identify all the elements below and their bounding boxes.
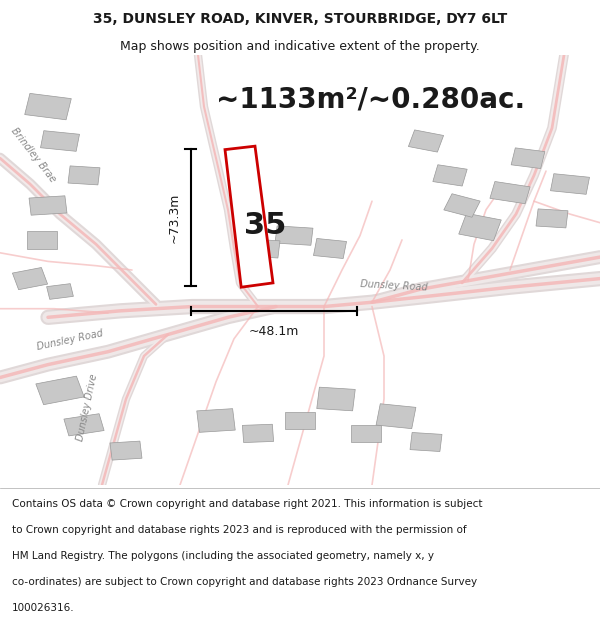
Text: HM Land Registry. The polygons (including the associated geometry, namely x, y: HM Land Registry. The polygons (includin… bbox=[12, 551, 434, 561]
Bar bbox=[25, 93, 71, 120]
Bar bbox=[47, 284, 73, 299]
Text: ~73.3m: ~73.3m bbox=[167, 192, 181, 242]
Bar bbox=[242, 424, 274, 442]
Text: co-ordinates) are subject to Crown copyright and database rights 2023 Ordnance S: co-ordinates) are subject to Crown copyr… bbox=[12, 577, 477, 587]
Bar bbox=[29, 196, 67, 215]
Text: Map shows position and indicative extent of the property.: Map shows position and indicative extent… bbox=[120, 39, 480, 52]
Bar bbox=[313, 239, 347, 259]
Text: Dunsley Drive: Dunsley Drive bbox=[75, 373, 99, 442]
Text: Dunsley Road: Dunsley Road bbox=[360, 279, 428, 292]
Bar bbox=[551, 174, 589, 194]
Text: Brindley Brae: Brindley Brae bbox=[9, 126, 58, 184]
Bar bbox=[285, 412, 315, 429]
Bar bbox=[197, 409, 235, 432]
Bar bbox=[275, 226, 313, 245]
Bar bbox=[376, 404, 416, 429]
Bar bbox=[27, 231, 57, 249]
Bar bbox=[41, 131, 79, 151]
Bar bbox=[351, 425, 381, 442]
Bar bbox=[64, 414, 104, 436]
Bar bbox=[433, 165, 467, 186]
Bar bbox=[409, 130, 443, 152]
Bar bbox=[410, 432, 442, 451]
Polygon shape bbox=[225, 146, 273, 288]
Bar bbox=[68, 166, 100, 185]
Bar bbox=[536, 209, 568, 228]
Text: 100026316.: 100026316. bbox=[12, 602, 74, 612]
Bar bbox=[444, 194, 480, 218]
Bar bbox=[36, 376, 84, 404]
Bar bbox=[511, 148, 545, 169]
Text: 35: 35 bbox=[244, 211, 287, 239]
Text: to Crown copyright and database rights 2023 and is reproduced with the permissio: to Crown copyright and database rights 2… bbox=[12, 525, 467, 535]
Text: ~1133m²/~0.280ac.: ~1133m²/~0.280ac. bbox=[216, 85, 525, 113]
Bar bbox=[248, 239, 280, 258]
Bar bbox=[459, 213, 501, 241]
Text: ~48.1m: ~48.1m bbox=[249, 324, 299, 338]
Bar bbox=[13, 268, 47, 290]
Text: Dunsley Road: Dunsley Road bbox=[36, 328, 104, 352]
Text: 35, DUNSLEY ROAD, KINVER, STOURBRIDGE, DY7 6LT: 35, DUNSLEY ROAD, KINVER, STOURBRIDGE, D… bbox=[93, 12, 507, 26]
Bar bbox=[110, 441, 142, 460]
Text: Contains OS data © Crown copyright and database right 2021. This information is : Contains OS data © Crown copyright and d… bbox=[12, 499, 482, 509]
Bar bbox=[317, 387, 355, 411]
Bar bbox=[490, 181, 530, 204]
